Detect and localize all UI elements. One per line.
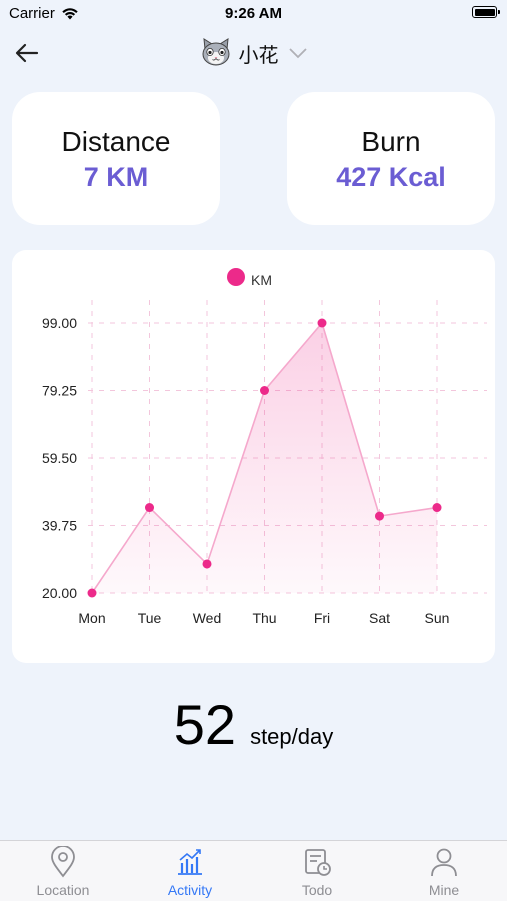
nav-bar: 小花 [0,28,507,78]
y-tick-label: 99.00 [42,315,77,331]
steps-summary: 52 step/day [0,692,507,757]
burn-value: 427 Kcal [336,162,446,192]
burn-label: Burn [361,126,421,157]
x-tick-label: Fri [314,610,330,626]
tab-location-label: Location [36,882,90,898]
distance-label: Distance [61,126,171,157]
x-tick-label: Tue [138,610,162,626]
bar-chart-icon [178,849,202,875]
x-tick-label: Mon [78,610,105,626]
x-tick-label: Thu [252,610,276,626]
series-area [92,323,437,593]
chevron-down-icon [288,48,307,59]
carrier: Carrier [9,5,79,22]
burn-card: Burn 427 Kcal [287,92,495,225]
x-tick-label: Sun [425,610,450,626]
legend-label: KM [251,272,272,288]
tab-mine-label: Mine [428,882,460,898]
pet-selector[interactable]: 小花 [0,36,507,70]
legend-marker [227,268,245,286]
y-tick-label: 20.00 [42,585,77,601]
x-tick-label: Wed [193,610,222,626]
y-tick-label: 79.25 [42,383,77,399]
data-point [432,503,442,513]
distance-value: 7 KM [83,162,149,192]
person-icon [431,848,457,877]
location-pin-icon [51,846,75,878]
data-point [87,588,97,598]
tab-bar: Location Activity Todo Mine [0,840,507,901]
data-point [202,559,212,569]
tab-activity[interactable]: Activity [127,841,253,901]
battery-icon [472,6,500,18]
cat-avatar-icon [202,38,229,66]
y-tick-label: 59.50 [42,450,77,466]
data-point [317,318,327,328]
status-time: 9:26 AM [225,5,282,22]
data-point [260,386,269,395]
tab-mine[interactable]: Mine [381,841,507,901]
carrier-label: Carrier [9,5,55,22]
x-tick-label: Sat [369,610,390,626]
steps-value: 52 [173,693,237,756]
steps-unit: step/day [250,724,334,749]
back-arrow-icon[interactable] [12,38,42,68]
todo-icon [305,849,331,876]
status-bar: Carrier 9:26 AM [0,0,507,28]
pet-name: 小花 [238,44,279,67]
y-tick-label: 39.75 [42,518,77,534]
tab-activity-label: Activity [167,882,213,898]
tab-location[interactable]: Location [0,841,126,901]
data-point [145,503,154,513]
tab-todo[interactable]: Todo [254,841,380,901]
distance-card: Distance 7 KM [12,92,220,225]
activity-chart-card: KM 99.00 79.25 59.50 39.75 20.00 Mon Tue Wed Thu F… [12,250,495,663]
tab-todo-label: Todo [301,882,333,898]
wifi-icon [62,8,78,20]
data-point [375,511,384,521]
